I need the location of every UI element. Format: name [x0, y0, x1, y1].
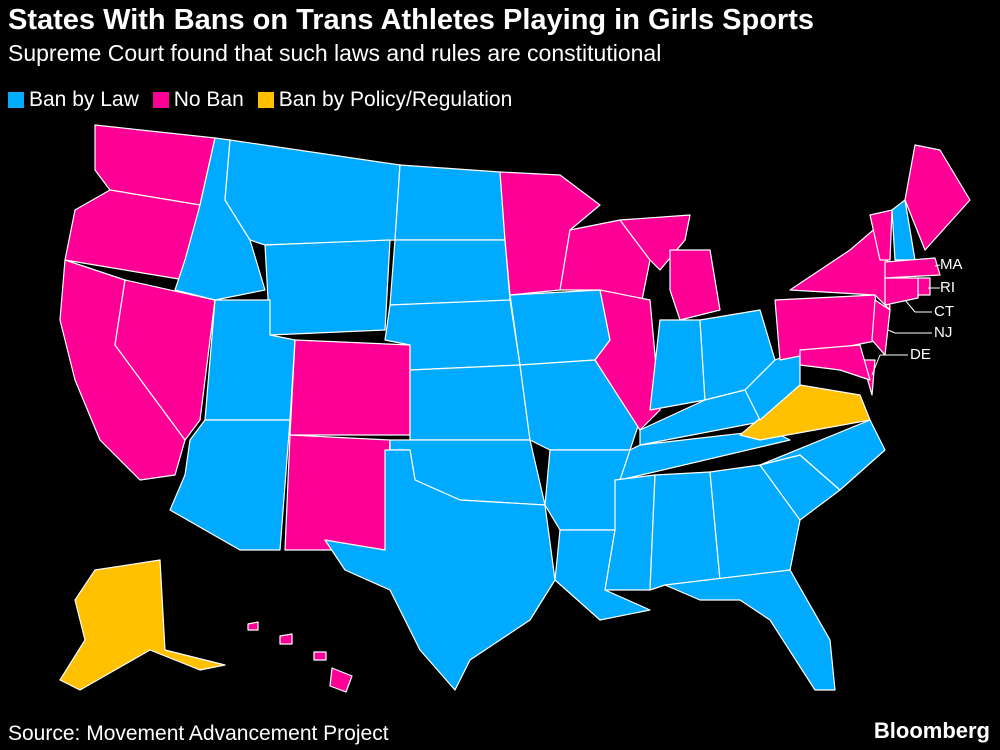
- state: [329, 667, 353, 693]
- state: [917, 277, 931, 296]
- state: [509, 289, 611, 366]
- legend-label: Ban by Policy/Regulation: [278, 88, 513, 111]
- state: [279, 633, 293, 645]
- state-label: DE: [910, 346, 931, 363]
- state: [799, 344, 871, 381]
- legend-label: Ban by Law: [29, 88, 139, 111]
- legend-item: Ban by Law: [8, 88, 139, 112]
- state-label: NJ: [934, 324, 952, 341]
- state: [289, 339, 411, 436]
- legend: Ban by Law No Ban Ban by Policy/Regulation: [8, 88, 512, 112]
- state: [409, 364, 531, 441]
- legend-item: Ban by Policy/Regulation: [257, 88, 513, 112]
- state: [904, 144, 971, 251]
- state: [649, 471, 721, 591]
- brand: Bloomberg: [873, 718, 990, 743]
- state-label: CT: [934, 303, 954, 320]
- state: [394, 164, 506, 241]
- legend-swatch: [8, 92, 24, 108]
- state: [744, 349, 801, 421]
- state: [669, 249, 721, 321]
- callout-lines: [871, 264, 941, 376]
- legend-label: No Ban: [173, 88, 244, 111]
- state: [604, 474, 656, 591]
- state: [869, 209, 893, 261]
- state: [884, 277, 919, 306]
- state: [247, 621, 259, 631]
- state: [324, 449, 556, 691]
- title: States With Bans on Trans Athletes Playi…: [8, 4, 814, 36]
- state: [64, 189, 201, 281]
- state-label: MA: [940, 256, 963, 273]
- state: [264, 239, 391, 336]
- legend-swatch: [257, 92, 274, 108]
- state: [284, 434, 391, 551]
- state: [871, 299, 891, 356]
- state: [884, 257, 941, 279]
- state-label: RI: [940, 279, 955, 296]
- state: [709, 464, 801, 581]
- state: [59, 559, 226, 691]
- state: [224, 139, 401, 246]
- legend-swatch: [152, 92, 169, 108]
- state: [389, 239, 511, 306]
- state: [169, 419, 291, 551]
- legend-item: No Ban: [152, 88, 244, 112]
- subtitle: Supreme Court found that such laws and r…: [8, 40, 662, 66]
- state: [313, 651, 327, 661]
- source: Source: Movement Advancement Project: [8, 722, 389, 745]
- state: [664, 569, 836, 691]
- state: [649, 319, 706, 411]
- state: [759, 419, 886, 491]
